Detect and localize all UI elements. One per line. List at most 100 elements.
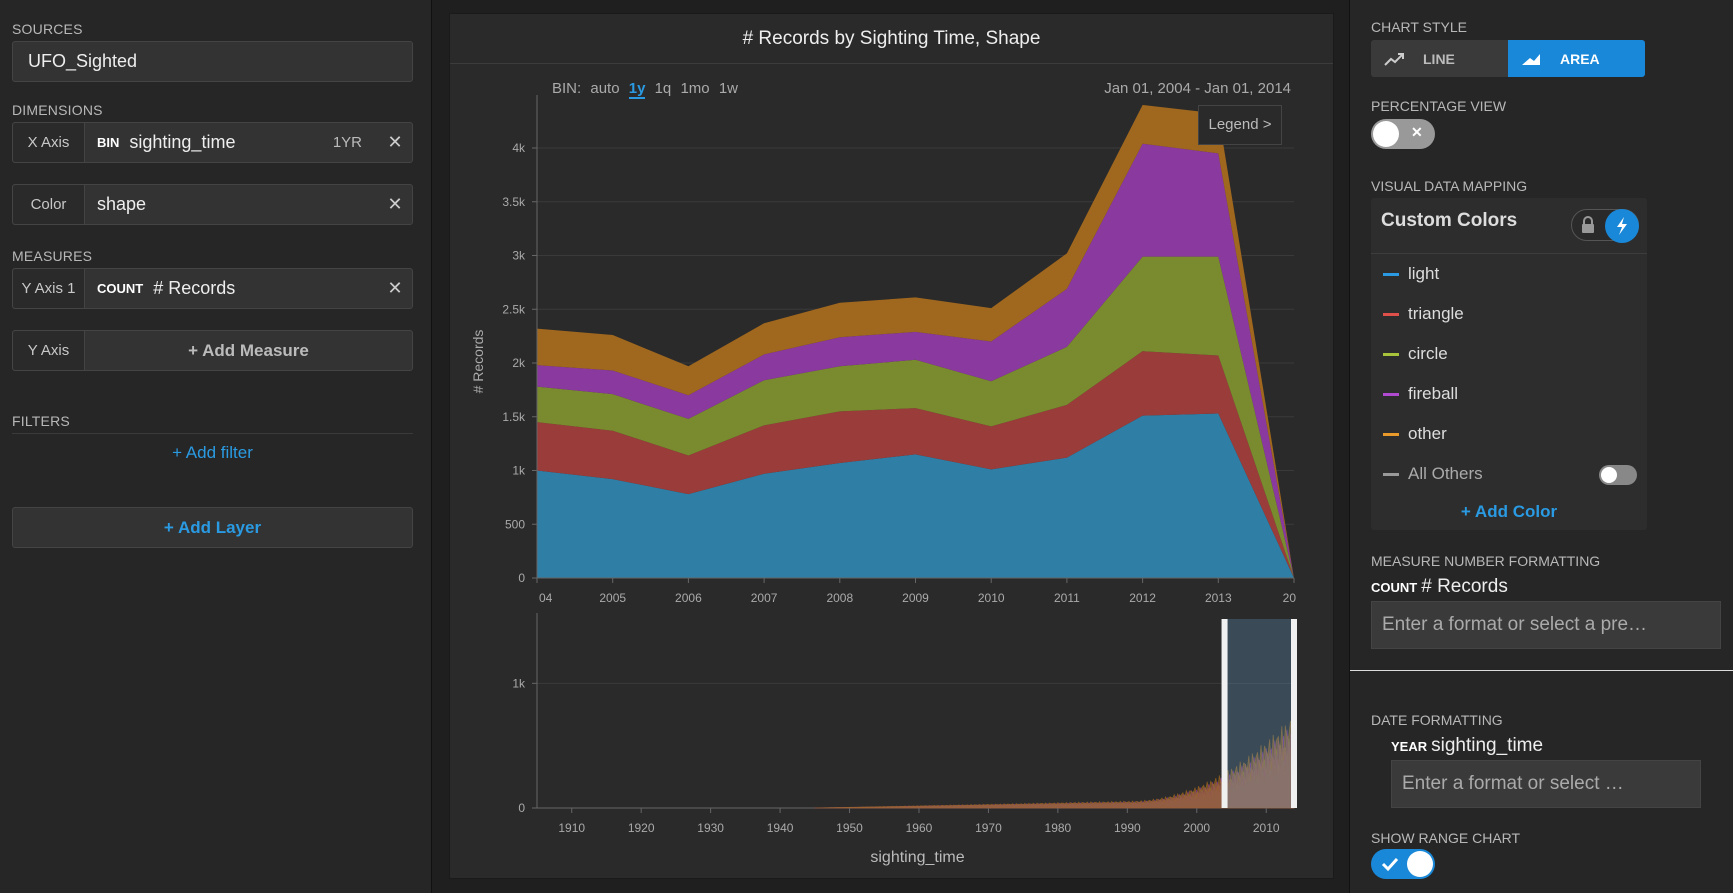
all-others-toggle[interactable] [1599,465,1637,485]
add-measure-button[interactable]: + Add Measure [188,340,309,360]
x-tick-label: 2013 [1205,591,1232,605]
range-x-tick-label: 1990 [1114,821,1141,835]
filters-divider [12,433,413,434]
y-axis-1-field[interactable]: Y Axis 1 COUNT # Records ✕ [12,268,413,309]
x-axis-field[interactable]: X Axis BIN sighting_time 1YR ✕ [12,122,413,163]
y-tick-label: 2k [512,356,526,370]
chart-title: # Records by Sighting Time, Shape [450,14,1333,64]
toggle-knob [1407,851,1433,877]
date-formatting-label: DATE FORMATTING [1371,712,1503,728]
color-field-name[interactable]: shape [97,194,147,214]
lock-icon [1582,216,1594,233]
range-y-tick-label: 0 [518,801,525,815]
add-color-button[interactable]: + Add Color [1460,502,1558,521]
percentage-view-label: PERCENTAGE VIEW [1371,98,1507,114]
x-tick-label: 2009 [902,591,929,605]
line-style-label: LINE [1423,50,1455,67]
visual-data-mapping-panel: Custom Colors light triangle circle fire… [1371,198,1647,530]
x-tick-label: 2012 [1129,591,1156,605]
y-axis-1-remove-icon[interactable]: ✕ [387,278,403,298]
y-axis-tag: Y Axis [13,331,85,370]
measure-formatting-label: MEASURE NUMBER FORMATTING [1371,553,1601,569]
x-tick-label: 2006 [675,591,702,605]
measure-format-input[interactable]: Enter a format or select a pre… [1371,601,1721,649]
area-series-fireball [537,143,1294,578]
area-series-other [537,105,1294,578]
visual-data-mapping-label: VISUAL DATA MAPPING [1371,178,1528,194]
color-item-light[interactable]: light [1383,262,1439,286]
show-range-chart-toggle[interactable] [1371,849,1435,879]
filters-label: FILTERS [12,413,70,429]
toggle-off-icon: ✕ [1411,124,1423,140]
add-filter-button[interactable]: + Add filter [172,443,253,462]
range-x-tick-label: 1910 [558,821,585,835]
bin-option-1q[interactable]: 1q [654,80,672,97]
custom-colors-divider [1371,253,1647,254]
range-x-tick-label: 1950 [836,821,863,835]
area-series-circle [537,256,1294,578]
x-tick-label: 2007 [751,591,778,605]
range-x-tick-label: 1940 [767,821,794,835]
right-panel-divider [1350,670,1733,671]
color-field[interactable]: Color shape ✕ [12,184,413,225]
y-axis-1-body[interactable]: COUNT # Records [85,269,378,308]
legend-button[interactable]: Legend > [1198,105,1282,145]
line-style-button[interactable]: LINE [1371,40,1508,77]
x-axis-bin-size[interactable]: 1YR [332,134,362,151]
y-tick-label: 1k [512,464,526,478]
add-layer-button[interactable]: + Add Layer [12,507,413,548]
area-chart-icon [1522,53,1540,65]
main-area-chart[interactable]: 0 500 1k 1.5k 2k 2.5k 3k 3.5k 4k 04 2005 2006 2007 20… [450,14,1335,880]
color-remove-icon[interactable]: ✕ [387,194,403,214]
y-tick-label: 500 [505,517,525,531]
range-x-tick-label: 1920 [628,821,655,835]
percentage-view-toggle[interactable]: ✕ [1371,119,1435,149]
y-tick-label: 3k [512,249,526,263]
y-tick-label: 2.5k [502,302,526,316]
x-axis-tag: X Axis [13,123,85,162]
dimensions-label: DIMENSIONS [12,102,103,118]
bin-option-1y[interactable]: 1y [628,80,646,99]
area-style-button[interactable]: AREA [1508,40,1645,77]
date-formatting-kind: YEAR [1391,739,1428,754]
range-brush-handle-left [1221,619,1228,808]
measures-label: MEASURES [12,248,93,264]
x-tick-label: 2010 [978,591,1005,605]
measure-formatting-field: COUNT # Records [1371,576,1508,598]
left-panel: SOURCES UFO_Sighted DIMENSIONS X Axis BI… [0,0,432,893]
color-mode-toggle[interactable] [1571,209,1639,243]
date-format-input[interactable]: Enter a format or select … [1391,760,1701,808]
y-axis-add-field[interactable]: Y Axis + Add Measure [12,330,413,371]
color-item-all-others[interactable]: All Others [1383,462,1483,486]
area-series-light [537,413,1294,578]
source-select[interactable]: UFO_Sighted [12,41,413,82]
toggle-knob [1601,467,1617,483]
color-item-fireball[interactable]: fireball [1383,382,1458,406]
x-tick-label: 04 [539,591,553,605]
range-series-other [814,713,1295,809]
color-tag: Color [13,185,85,224]
color-item-triangle[interactable]: triangle [1383,302,1464,326]
x-tick-label: 2011 [1054,591,1080,605]
bin-label: BIN: [552,80,582,97]
x-axis-remove-icon[interactable]: ✕ [387,132,403,152]
chart-panel: # Records by Sighting Time, Shape BIN: a… [449,13,1334,879]
color-item-label: light [1408,264,1440,283]
range-x-tick-label: 1930 [697,821,724,835]
source-value: UFO_Sighted [28,51,138,71]
color-item-circle[interactable]: circle [1383,342,1448,366]
bin-option-1mo[interactable]: 1mo [680,80,710,97]
color-item-label: other [1408,424,1447,443]
color-swatch [1383,312,1399,316]
range-brush [1224,619,1294,808]
color-swatch [1383,432,1399,436]
line-chart-icon [1384,52,1404,66]
color-item-other[interactable]: other [1383,422,1447,446]
y-axis-1-tag: Y Axis 1 [13,269,85,308]
bin-option-auto[interactable]: auto [590,80,620,97]
x-tick-label: 2008 [826,591,853,605]
x-axis-body[interactable]: BIN sighting_time 1YR [85,123,378,162]
range-x-tick-label: 2000 [1183,821,1210,835]
bin-option-1w[interactable]: 1w [718,80,738,97]
